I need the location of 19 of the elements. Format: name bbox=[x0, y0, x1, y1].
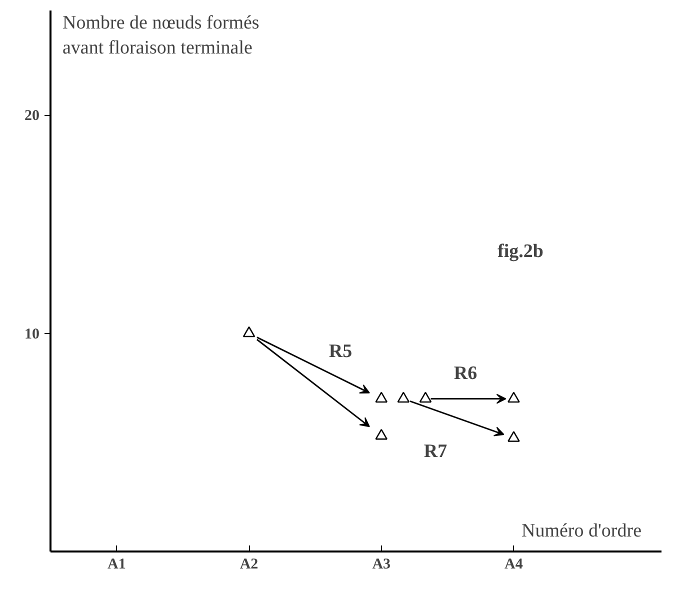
x-axis-title: Numéro d'ordre bbox=[521, 520, 642, 542]
point bbox=[375, 392, 388, 403]
annotation: R5 bbox=[328, 341, 352, 362]
annotation: R6 bbox=[454, 363, 478, 384]
point bbox=[419, 392, 432, 403]
y-tick-label: 10 bbox=[24, 326, 40, 342]
point bbox=[508, 431, 520, 442]
point bbox=[242, 326, 256, 338]
x-tick-label: A1 bbox=[108, 556, 126, 572]
x-tick-label: A3 bbox=[372, 556, 391, 572]
y-axis-title: Nombre de nœuds formés avant floraison terminale bbox=[62, 12, 260, 59]
x-tick-label: A2 bbox=[240, 556, 258, 572]
point bbox=[508, 392, 520, 403]
point bbox=[375, 428, 388, 440]
annotation: R7 bbox=[424, 441, 448, 462]
x-tick-label: A4 bbox=[504, 556, 524, 572]
y-tick-label: 20 bbox=[24, 108, 40, 124]
point bbox=[397, 392, 410, 403]
annotation: fig.2b bbox=[498, 241, 544, 262]
